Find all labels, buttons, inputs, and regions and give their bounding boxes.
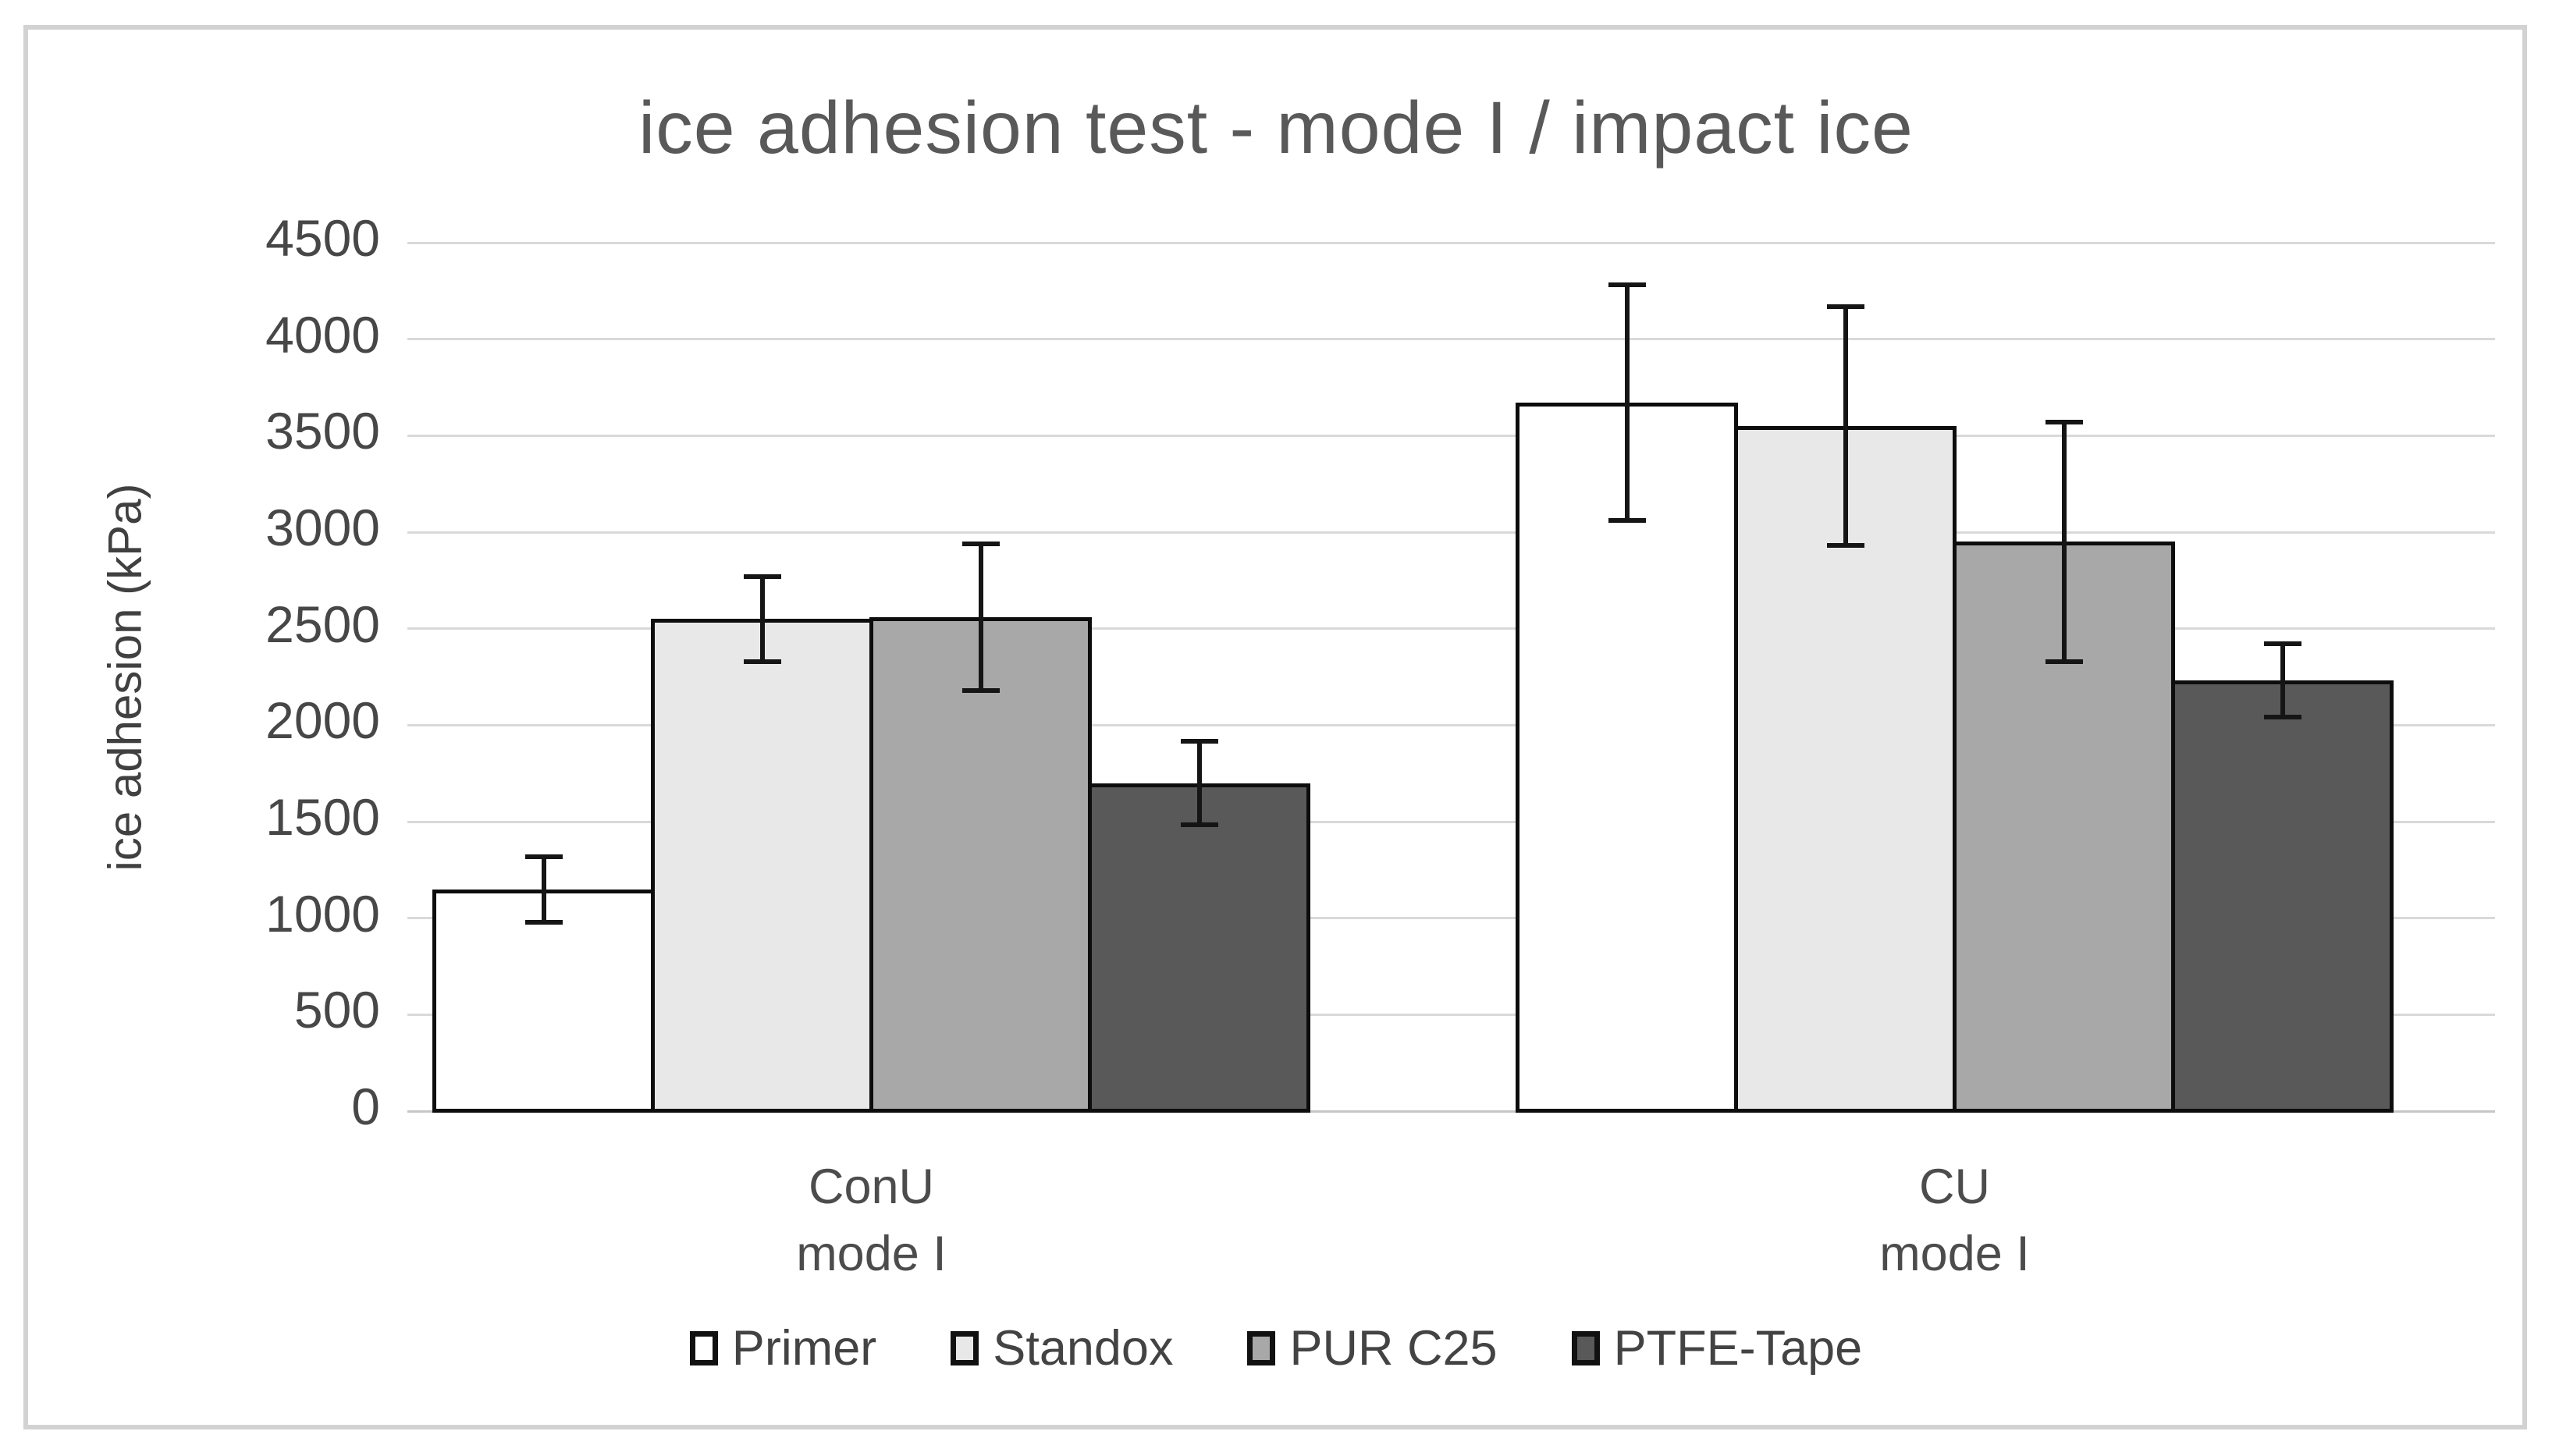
- error-cap-top-primer-conu: [524, 854, 563, 859]
- legend-label-pur-c25: PUR C25: [1289, 1321, 1498, 1376]
- error-bar-standox-conu: [759, 576, 765, 662]
- legend: Primer Standox PUR C25 PTFE-Tape: [0, 1320, 2552, 1376]
- legend-swatch-pur-c25: [1247, 1331, 1276, 1365]
- error-bar-pur-c25-conu: [978, 543, 983, 691]
- legend-item-standox: Standox: [951, 1320, 1173, 1376]
- error-cap-bottom-primer-cu: [1608, 518, 1646, 524]
- legend-swatch-standox: [951, 1331, 979, 1365]
- bar-ptfe-tape-cu: [2171, 680, 2394, 1113]
- legend-label-standox: Standox: [993, 1321, 1174, 1376]
- error-cap-top-pur-c25-conu: [961, 541, 1000, 546]
- y-tick-label-1000: 1000: [265, 884, 380, 943]
- error-cap-top-standox-cu: [1826, 304, 1864, 309]
- error-bar-ptfe-tape-cu: [2280, 644, 2285, 718]
- error-cap-bottom-primer-conu: [524, 919, 563, 925]
- bar-primer-cu: [1516, 403, 1738, 1113]
- gridline-3500: [407, 434, 2495, 437]
- error-cap-top-primer-cu: [1608, 282, 1646, 288]
- gridline-3000: [407, 531, 2495, 534]
- error-bar-primer-conu: [541, 856, 546, 922]
- error-cap-bottom-standox-conu: [743, 659, 781, 664]
- error-bar-standox-cu: [1843, 306, 1848, 546]
- error-bar-ptfe-tape-conu: [1196, 741, 1202, 825]
- legend-swatch-ptfe-tape: [1571, 1331, 1600, 1365]
- error-bar-primer-cu: [1624, 285, 1630, 521]
- error-cap-top-ptfe-tape-cu: [2263, 641, 2301, 647]
- legend-item-pur-c25: PUR C25: [1247, 1320, 1498, 1376]
- error-cap-top-standox-conu: [743, 574, 781, 579]
- x-axis-line: [407, 1110, 2495, 1113]
- gridline-2500: [407, 627, 2495, 630]
- figure-border: [23, 25, 2527, 1429]
- error-cap-top-ptfe-tape-conu: [1180, 739, 1218, 744]
- legend-label-ptfe-tape: PTFE-Tape: [1613, 1321, 1863, 1376]
- error-cap-bottom-ptfe-tape-cu: [2263, 715, 2301, 720]
- legend-item-ptfe-tape: PTFE-Tape: [1571, 1320, 1863, 1376]
- y-tick-label-500: 500: [293, 981, 380, 1039]
- error-cap-bottom-pur-c25-conu: [961, 687, 1000, 693]
- y-tick-label-2000: 2000: [265, 691, 380, 750]
- gridline-4500: [407, 241, 2495, 244]
- y-tick-label-4500: 4500: [265, 209, 380, 267]
- legend-item-primer: Primer: [689, 1320, 877, 1376]
- gridline-1000: [407, 917, 2495, 920]
- error-cap-bottom-pur-c25-cu: [2045, 659, 2083, 664]
- legend-swatch-primer: [689, 1331, 718, 1365]
- y-tick-label-3000: 3000: [265, 499, 380, 556]
- error-cap-bottom-standox-cu: [1826, 543, 1864, 549]
- gridline-1500: [407, 820, 2495, 823]
- gridline-4000: [407, 338, 2495, 341]
- category-label-conu: ConU mode I: [796, 1159, 947, 1281]
- error-bar-pur-c25-cu: [2061, 422, 2067, 662]
- y-tick-label-2500: 2500: [265, 595, 380, 653]
- gridline-2000: [407, 723, 2495, 726]
- error-cap-top-pur-c25-cu: [2045, 420, 2083, 425]
- y-tick-label-3500: 3500: [265, 402, 380, 460]
- y-tick-label-0: 0: [351, 1078, 380, 1135]
- y-tick-label-4000: 4000: [265, 305, 380, 364]
- error-cap-bottom-ptfe-tape-conu: [1180, 822, 1218, 827]
- category-label-cu: CU mode I: [1879, 1159, 2030, 1281]
- gridline-500: [407, 1013, 2495, 1016]
- legend-label-primer: Primer: [731, 1321, 877, 1376]
- chart-title: ice adhesion test - mode I / impact ice: [638, 87, 1914, 169]
- bar-standox-conu: [651, 619, 873, 1113]
- y-tick-label-1500: 1500: [265, 788, 380, 846]
- bar-ptfe-tape-conu: [1088, 783, 1310, 1113]
